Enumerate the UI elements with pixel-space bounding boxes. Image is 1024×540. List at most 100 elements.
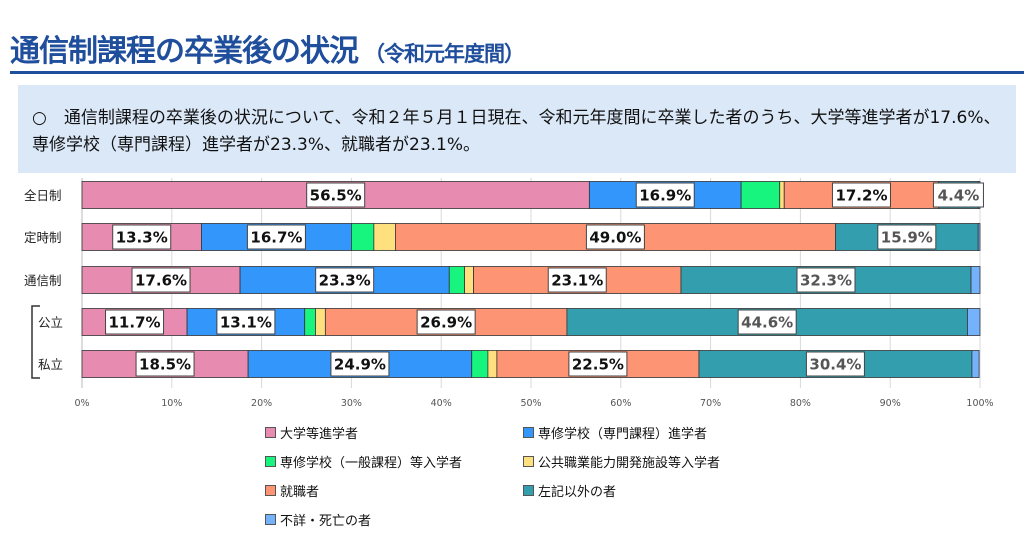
title-main: 通信制課程の卒業後の状況 <box>10 34 359 69</box>
title-underline <box>10 71 1024 74</box>
data-label: 30.4% <box>809 356 861 374</box>
legend-item: 公共職業能力開発施設等入学者 <box>523 452 823 471</box>
legend-item: 左記以外の者 <box>523 481 823 500</box>
data-label: 49.0% <box>589 229 641 247</box>
bar-segment <box>971 350 980 378</box>
bar-segment <box>471 350 489 378</box>
data-label: 16.7% <box>250 229 302 247</box>
category-label: 公立 <box>38 315 63 330</box>
legend-swatch <box>265 456 276 467</box>
data-label-box <box>105 309 165 335</box>
data-label: 24.9% <box>334 356 386 374</box>
data-label-box <box>306 182 366 208</box>
x-tick-label: 10% <box>161 398 182 409</box>
x-tick-label: 0% <box>74 398 89 409</box>
data-label-box <box>216 309 276 335</box>
bar-segment <box>970 266 981 294</box>
data-label-box <box>547 267 607 293</box>
data-label-box <box>831 182 891 208</box>
chart-legend: 大学等進学者 専修学校（専門課程）進学者専修学校（一般課程）等入学者 公共職業能力開… <box>265 423 825 529</box>
x-tick-label: 80% <box>790 398 811 409</box>
x-tick-label: 30% <box>341 398 362 409</box>
data-label: 13.1% <box>220 314 272 332</box>
legend-swatch <box>265 427 276 438</box>
data-label: 56.5% <box>310 187 362 205</box>
bar-segment <box>487 350 498 378</box>
legend-item: 専修学校（一般課程）等入学者 <box>265 452 523 471</box>
data-label: 11.7% <box>109 314 161 332</box>
category-label: 私立 <box>38 357 63 372</box>
data-label: 4.4% <box>938 187 980 205</box>
bar-segment <box>464 266 474 294</box>
data-label: 26.9% <box>420 314 472 332</box>
data-label-box <box>932 182 984 208</box>
x-tick-label: 40% <box>431 398 452 409</box>
data-label-box <box>877 224 937 250</box>
legend-label: 公共職業能力開発施設等入学者 <box>538 456 721 471</box>
legend-label: 左記以外の者 <box>538 485 617 500</box>
group-bracket <box>31 305 40 379</box>
bar-segment <box>977 223 981 251</box>
legend-label: 専修学校（一般課程）等入学者 <box>280 456 463 471</box>
data-label-box <box>330 351 390 377</box>
x-tick-label: 60% <box>610 398 631 409</box>
data-label-box <box>416 309 476 335</box>
data-label-box <box>246 224 306 250</box>
data-label-box <box>635 182 695 208</box>
x-tick-label: 20% <box>251 398 272 409</box>
data-label: 16.9% <box>639 187 691 205</box>
legend-item: 大学等進学者 <box>265 423 523 442</box>
legend-swatch <box>265 485 276 496</box>
data-label-box <box>315 267 375 293</box>
bar-segment <box>350 223 375 251</box>
legend-swatch <box>265 514 276 525</box>
bar-segment <box>740 181 781 209</box>
legend-item: 不詳・死亡の者 <box>265 510 523 529</box>
bar-segment <box>779 181 785 209</box>
x-tick-label: 70% <box>700 398 721 409</box>
bar-segment <box>373 223 396 251</box>
data-label-box <box>805 351 865 377</box>
summary-text: ○ 通信制課程の卒業後の状況について、令和２年５月１日現在、令和元年度間に卒業し… <box>32 108 1001 155</box>
legend-label: 就職者 <box>280 485 320 500</box>
legend-label: 大学等進学者 <box>280 427 359 442</box>
page-title: 通信制課程の卒業後の状況 （令和元年度間） <box>10 26 525 70</box>
bar-segment <box>448 266 465 294</box>
data-label-box <box>112 224 172 250</box>
bar-segment <box>304 308 316 336</box>
data-label: 17.2% <box>835 187 887 205</box>
x-tick-label: 100% <box>966 398 993 409</box>
bar-segment <box>315 308 326 336</box>
data-label-box <box>585 224 645 250</box>
summary-callout: ○ 通信制課程の卒業後の状況について、令和２年５月１日現在、令和元年度間に卒業し… <box>18 85 1016 173</box>
legend-swatch <box>523 427 534 438</box>
data-label: 23.3% <box>319 272 371 290</box>
legend-item: 専修学校（専門課程）進学者 <box>523 423 823 442</box>
data-label: 32.3% <box>800 272 852 290</box>
legend-swatch <box>523 485 534 496</box>
legend-label: 不詳・死亡の者 <box>280 514 372 529</box>
data-label-box <box>796 267 856 293</box>
x-tick-label: 90% <box>880 398 901 409</box>
data-label: 18.5% <box>139 356 191 374</box>
data-label-box <box>135 351 195 377</box>
data-label: 13.3% <box>116 229 168 247</box>
data-label-box <box>131 267 191 293</box>
data-label: 15.9% <box>881 229 933 247</box>
title-subtitle: （令和元年度間） <box>364 42 525 66</box>
data-label-box <box>568 351 628 377</box>
legend-item: 就職者 <box>265 481 523 500</box>
legend-label: 専修学校（専門課程）進学者 <box>538 427 708 442</box>
data-label-box <box>737 309 797 335</box>
data-label: 22.5% <box>572 356 624 374</box>
legend-swatch <box>523 456 534 467</box>
category-label: 全日制 <box>24 188 62 203</box>
data-label: 17.6% <box>135 272 187 290</box>
category-label: 定時制 <box>24 230 62 245</box>
x-tick-label: 50% <box>520 398 541 409</box>
bar-segment <box>967 308 981 336</box>
category-label: 通信制 <box>24 273 62 288</box>
data-label: 44.6% <box>741 314 793 332</box>
data-label: 23.1% <box>551 272 603 290</box>
